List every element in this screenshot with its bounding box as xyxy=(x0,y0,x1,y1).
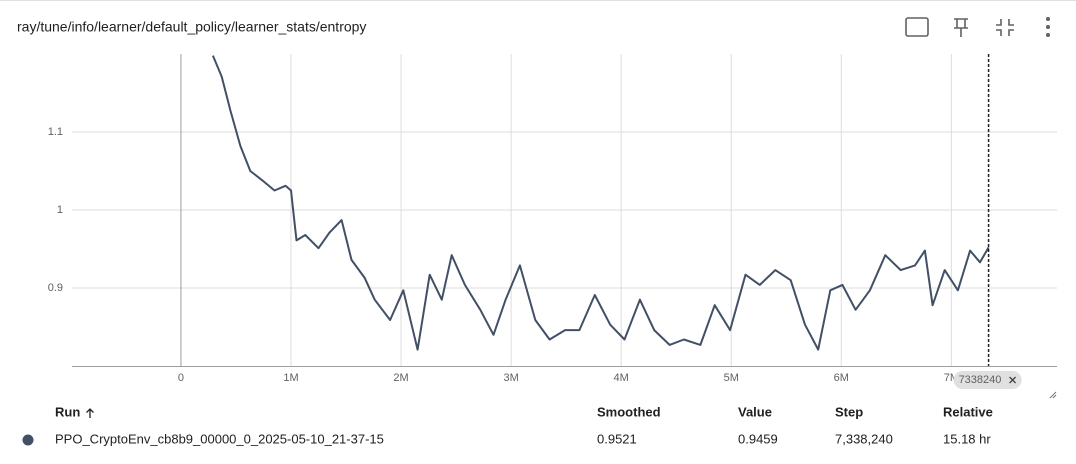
run-color-dot xyxy=(22,434,34,446)
run-name: PPO_CryptoEnv_cb8b9_00000_0_2025-05-10_2… xyxy=(55,431,384,446)
pin-button[interactable] xyxy=(954,18,968,37)
cursor-label: 7338240 xyxy=(959,374,1002,386)
cursor-close[interactable] xyxy=(1009,376,1017,384)
x-tick-label: 4M xyxy=(614,372,629,384)
x-tick-label: 3M xyxy=(503,372,518,384)
x-tick-label: 5M xyxy=(724,372,739,384)
cursor-chip xyxy=(953,371,1022,389)
card-title: ray/tune/info/learner/default_policy/lea… xyxy=(17,19,366,35)
column-header: Relative xyxy=(943,404,993,419)
smoothed-value: 0.9521 xyxy=(597,431,637,446)
y-tick-label: 1.1 xyxy=(48,126,63,138)
column-header: Smoothed xyxy=(597,404,661,419)
collapse-button[interactable] xyxy=(996,19,1014,36)
relative-time: 15.18 hr xyxy=(943,431,991,446)
column-header[interactable]: Run xyxy=(55,404,80,419)
y-tick-label: 1 xyxy=(57,204,63,216)
menu-button[interactable] xyxy=(1046,17,1050,37)
y-tick-label: 0.9 xyxy=(48,282,63,294)
fit-domain-button[interactable] xyxy=(905,17,929,37)
resize-handle[interactable] xyxy=(1049,391,1057,399)
column-header: Step xyxy=(835,404,863,419)
x-tick-label: 6M xyxy=(834,372,849,384)
x-tick-label: 2M xyxy=(393,372,408,384)
x-tick-label: 0 xyxy=(178,372,184,384)
x-tick-label: 1M xyxy=(283,372,298,384)
series-line xyxy=(211,55,990,351)
step: 7,338,240 xyxy=(835,431,893,446)
raw-value: 0.9459 xyxy=(738,431,778,446)
column-header: Value xyxy=(738,404,772,419)
sort-icon[interactable] xyxy=(86,408,94,418)
